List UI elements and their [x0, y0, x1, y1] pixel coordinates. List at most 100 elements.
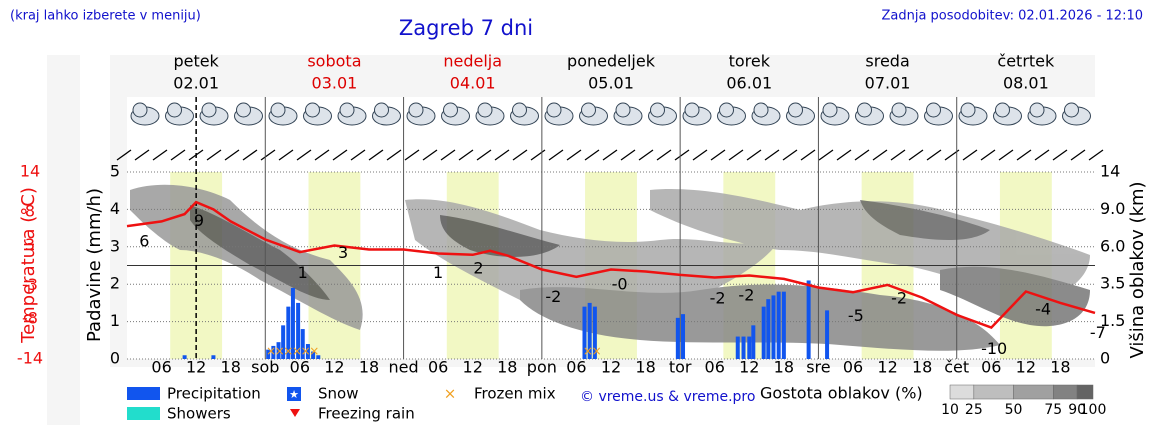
wind-barb — [206, 149, 222, 161]
wind-barb — [1016, 149, 1032, 161]
precip-bar — [281, 325, 286, 359]
wind-barb — [476, 149, 492, 161]
x-tick-label: 18 — [774, 358, 794, 377]
wind-barb — [458, 149, 474, 161]
frozen-mix-marker: × — [583, 344, 593, 358]
wind-barb — [782, 149, 798, 161]
frozen-mix-marker: × — [592, 344, 602, 358]
precip-bar — [582, 306, 587, 359]
credit: © vreme.us & vreme.pro — [580, 389, 755, 405]
snow-star: ★ — [289, 388, 299, 401]
wind-barb — [404, 149, 420, 161]
precip-bar — [305, 344, 310, 359]
x-tick-label: 18 — [497, 358, 517, 377]
precip-bar — [276, 342, 281, 359]
colorbar-label: 90 — [1068, 402, 1086, 418]
x-tick-label: 18 — [359, 358, 379, 377]
colorbar-cell — [949, 384, 975, 400]
y2-tick-label: 6.0 — [1100, 236, 1125, 255]
colorbar-label: 100 — [1080, 402, 1107, 418]
temperature-tick-label: -14 — [17, 349, 43, 368]
x-tick-label: sre — [806, 358, 830, 377]
wind-barb — [602, 149, 618, 161]
frozen-mix-marker: × — [309, 344, 319, 358]
wind-barb — [692, 149, 708, 161]
precip-bar — [771, 295, 776, 359]
day-date: 05.01 — [588, 74, 634, 93]
y-tick-label: 0 — [110, 349, 120, 368]
precip-bar — [300, 329, 305, 359]
x-tick-label: 12 — [601, 358, 621, 377]
wind-barb — [1052, 149, 1068, 161]
temperature-label: -7 — [1090, 323, 1106, 342]
temperature-label: -10 — [981, 339, 1007, 358]
precip-bar — [761, 306, 766, 359]
precip-bar — [776, 291, 781, 359]
note: (kraj lahko izberete v meniju) — [10, 9, 201, 24]
y-tick-label: 2 — [110, 274, 120, 293]
precip-bar — [286, 306, 291, 359]
colorbar-cell — [1013, 384, 1054, 400]
wind-barb — [728, 149, 744, 161]
cloud-icon — [995, 102, 1010, 118]
wind-barb — [170, 149, 186, 161]
frozen-mix-marker: × — [283, 344, 293, 358]
x-tick-label: 06 — [151, 358, 171, 377]
updated: Zadnja posodobitev: 02.01.2026 - 12:10 — [881, 9, 1143, 24]
day-date: 04.01 — [450, 74, 496, 93]
y2-tick-label: 14 — [1100, 162, 1120, 181]
cloud-icon — [719, 102, 734, 118]
legend-label: Precipitation — [167, 385, 261, 403]
x-tick-label: 18 — [1050, 358, 1070, 377]
wind-barb — [674, 149, 690, 161]
day-date: 02.01 — [173, 74, 219, 93]
legend-swatch — [127, 407, 160, 420]
wind-barb — [872, 149, 888, 161]
precipitation-axis-title: Padavine (mm/h) — [84, 188, 105, 342]
cloud-icon — [753, 102, 769, 118]
wind-barb — [818, 149, 834, 161]
temperature-label: 6 — [139, 232, 149, 251]
cloud-icon — [201, 102, 217, 118]
y2-tick-label: 9.0 — [1100, 199, 1125, 218]
x-tick-label: 12 — [324, 358, 344, 377]
temperature-label: 3 — [338, 243, 348, 262]
day-date: 06.01 — [726, 74, 772, 93]
colorbar-label: 75 — [1044, 402, 1062, 418]
wind-barb — [854, 149, 870, 161]
wind-barb — [566, 149, 582, 161]
precip-bar — [316, 355, 321, 359]
temperature-line — [126, 200, 1096, 330]
wind-barb — [656, 149, 672, 161]
precip-bar — [296, 302, 301, 359]
x-tick-label: pon — [527, 358, 557, 377]
temperature-tick-label: -8 — [22, 308, 38, 327]
precip-bar — [825, 310, 830, 359]
cloud-icon — [477, 102, 493, 118]
cloud-icon — [443, 102, 458, 118]
temperature-tick-label: 8 — [25, 202, 35, 221]
cloud-icon — [926, 102, 941, 118]
cloud-icon — [270, 102, 286, 118]
frozen-mix-marker: × — [275, 344, 285, 358]
wind-barb — [152, 149, 168, 161]
temperature-label: 9 — [194, 211, 204, 230]
temperature-label: -5 — [848, 306, 864, 325]
wind-barb — [620, 149, 636, 161]
temperature-label: 1 — [298, 263, 308, 282]
day-name: nedelja — [443, 52, 502, 71]
precip-bar — [747, 336, 752, 359]
y2-tick-label: 1.5 — [1100, 311, 1125, 330]
cloud-icon — [615, 102, 631, 118]
wind-barb — [224, 149, 240, 161]
cloud-icon — [1029, 102, 1045, 118]
cloud-icon — [132, 102, 148, 118]
x-tick-label: 06 — [705, 358, 725, 377]
wind-barb — [800, 149, 816, 161]
wind-barb — [1088, 149, 1104, 161]
temperature-label: -4 — [1035, 300, 1051, 319]
frozen-mix-marker: × — [266, 344, 276, 358]
wind-barb — [926, 149, 942, 161]
